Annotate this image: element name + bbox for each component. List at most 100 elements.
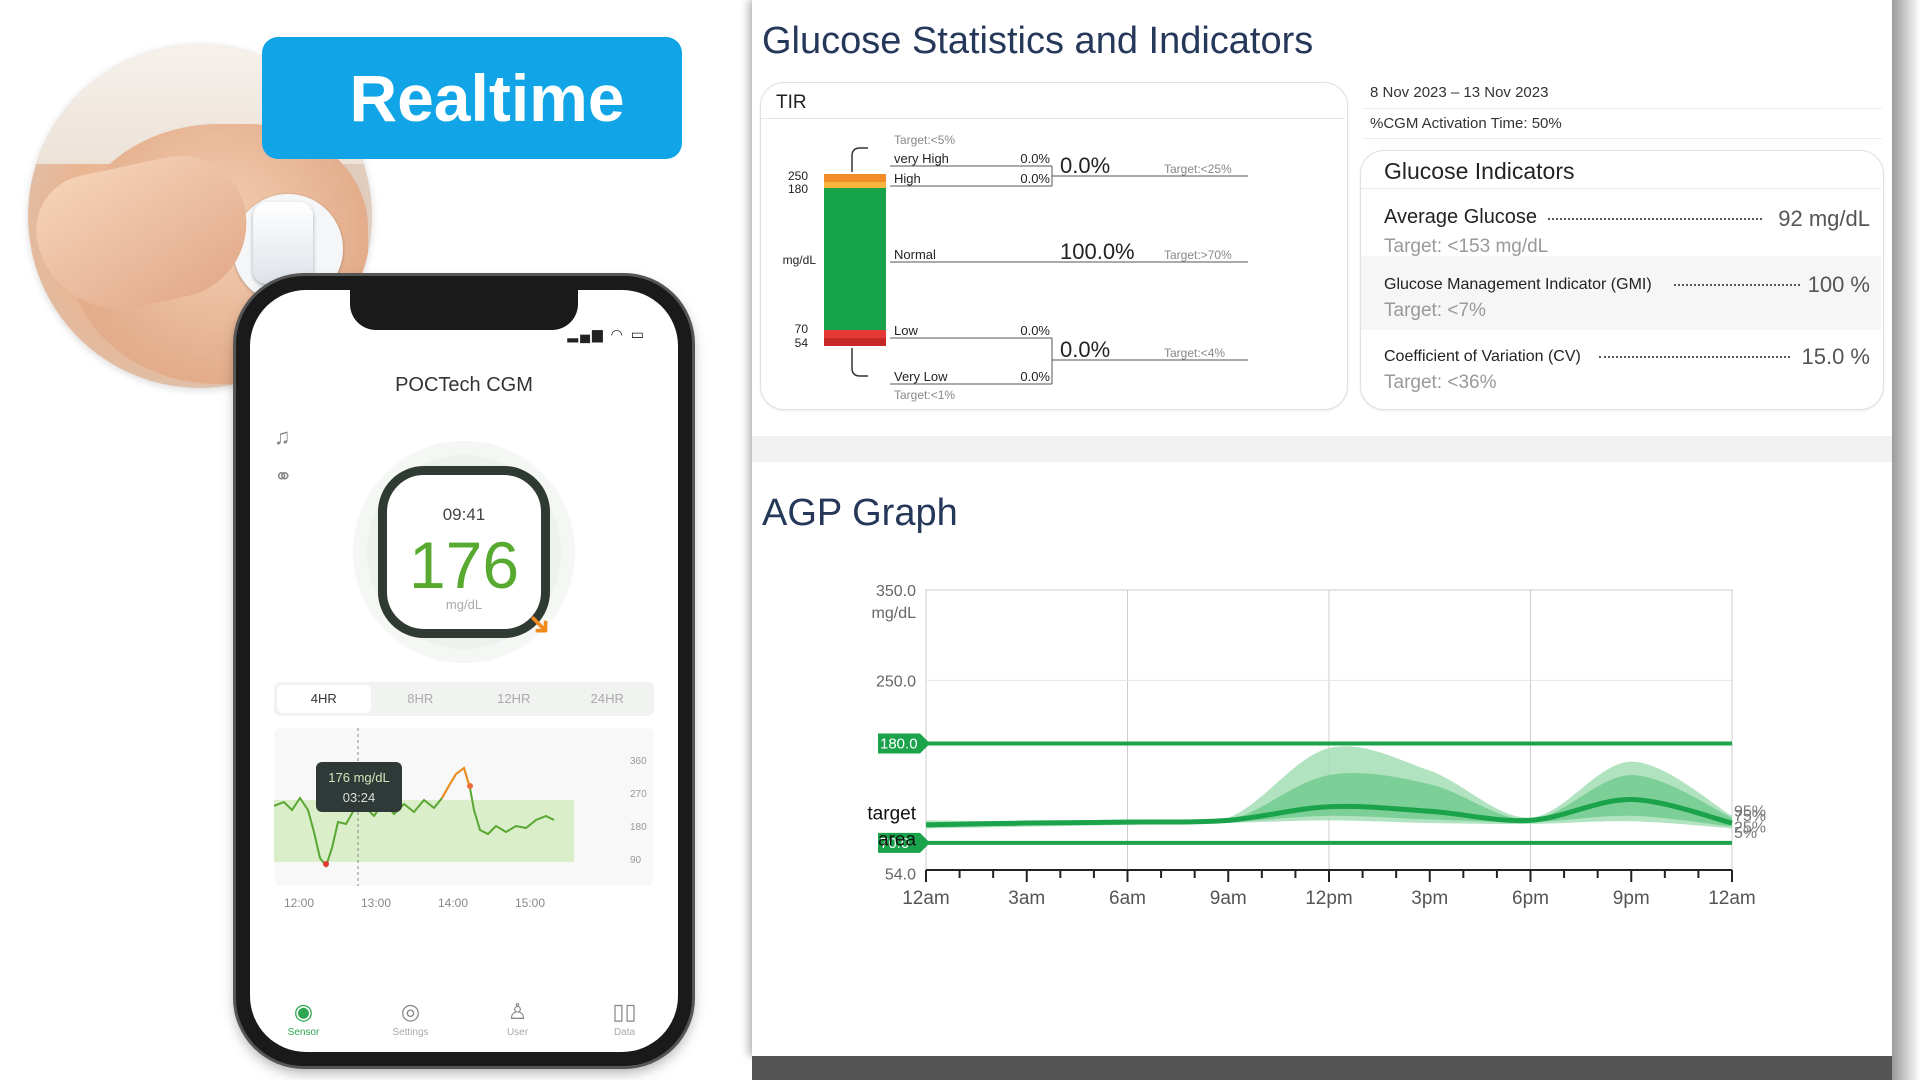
tir-scale-250: 250 bbox=[788, 169, 808, 183]
trend-line bbox=[273, 766, 555, 869]
nav-settings-label: Settings bbox=[392, 1027, 429, 1038]
agp-title: AGP Graph bbox=[762, 492, 958, 534]
data-icon: ▯▯ bbox=[612, 999, 637, 1024]
tooltip-value: 176 mg/dL bbox=[328, 770, 389, 785]
agp-grid bbox=[925, 589, 1733, 871]
alarm-bell-icon[interactable]: ♫ bbox=[274, 424, 291, 449]
tir-bar-low bbox=[824, 330, 886, 338]
section-separator bbox=[752, 436, 1892, 462]
indicator-label: Glucose Management Indicator (GMI) bbox=[1384, 276, 1652, 293]
tir-very-high-label: very High bbox=[894, 151, 949, 166]
tir-bracket-bottom bbox=[851, 348, 868, 377]
tir-very-low-target: Target:<1% bbox=[894, 388, 955, 402]
nav-settings[interactable]: ◎ Settings bbox=[371, 999, 451, 1038]
trend-point-high bbox=[467, 783, 473, 789]
nav-data-label: Data bbox=[613, 1027, 636, 1038]
agp-bands bbox=[925, 746, 1733, 829]
indicator-dots bbox=[1548, 218, 1762, 220]
trend-x-tick: 14:00 bbox=[438, 896, 469, 910]
trend-y-tick: 360 bbox=[630, 756, 647, 767]
trend-point-low bbox=[323, 861, 329, 867]
reading-time: 09:41 bbox=[442, 505, 486, 524]
report-right-shadow bbox=[1892, 0, 1920, 1080]
agp-target-area-label: target bbox=[867, 804, 916, 825]
agp-x-tick-label: 12am bbox=[1708, 888, 1756, 909]
agp-y-tick: 250.0 bbox=[876, 673, 916, 690]
indicator-value: 92 mg/dL bbox=[1778, 206, 1870, 231]
phone-screen: ▂▄▆ ◠ ▭ POCTech CGM ♫ ⚭ 09:41 176 mg/dL … bbox=[250, 290, 678, 1052]
tir-chart: 250 180 mg/dL 70 54 Target:<5% very High… bbox=[783, 133, 1248, 402]
indicator-row-highlight bbox=[1361, 256, 1881, 330]
trend-y-tick: 270 bbox=[630, 789, 647, 800]
tir-normal-pct: 100.0% bbox=[1060, 239, 1135, 264]
indicator-dots bbox=[1674, 284, 1800, 286]
photo-cgm-sensor bbox=[253, 202, 313, 284]
tir-very-high-pct: 0.0% bbox=[1020, 151, 1050, 166]
link-icon[interactable]: ⚭ bbox=[274, 464, 293, 489]
indicator-label: Average Glucose bbox=[1384, 206, 1538, 228]
tir-very-low-label: Very Low bbox=[894, 369, 948, 384]
trend-x-tick: 13:00 bbox=[361, 896, 392, 910]
agp-x-tick-label: 9am bbox=[1210, 888, 1247, 909]
tir-high-group-target: Target:<25% bbox=[1164, 162, 1232, 176]
indicator-label: Coefficient of Variation (CV) bbox=[1384, 348, 1581, 365]
tir-very-high-target: Target:<5% bbox=[894, 133, 955, 147]
nav-user[interactable]: ♙ User bbox=[478, 999, 558, 1038]
agp-percentile-label: 25% bbox=[1734, 820, 1766, 837]
settings-icon: ◎ bbox=[400, 999, 421, 1024]
tir-normal-label: Normal bbox=[894, 247, 936, 262]
indicator-cv: Coefficient of Variation (CV) 15.0 % Tar… bbox=[1384, 342, 1870, 398]
date-divider bbox=[1362, 108, 1882, 109]
indicator-gmi: Glucose Management Indicator (GMI) 100 %… bbox=[1384, 270, 1870, 326]
user-icon: ♙ bbox=[507, 999, 528, 1024]
agp-percentile-label: 75% bbox=[1734, 808, 1766, 825]
tir-card bbox=[760, 82, 1348, 410]
nav-sensor[interactable]: ◉ Sensor bbox=[264, 999, 344, 1038]
tir-low-label: Low bbox=[894, 323, 918, 338]
agp-x-tick-label: 6am bbox=[1109, 888, 1146, 909]
tir-bar-very-low bbox=[824, 338, 886, 346]
agp-x-tick-label: 9pm bbox=[1613, 888, 1650, 909]
trend-tooltip bbox=[316, 762, 402, 812]
indicator-value: 15.0 % bbox=[1801, 344, 1871, 369]
nav-data[interactable]: ▯▯ Data bbox=[585, 999, 665, 1038]
phone-notch bbox=[350, 290, 578, 330]
tir-unit: mg/dL bbox=[783, 253, 817, 267]
agp-x-axis: 12am 3am 6am 9am 12pm 3pm 6pm 9pm 12am bbox=[902, 869, 1756, 909]
status-bar-icons: ▂▄▆ ◠ ▭ bbox=[567, 326, 646, 342]
agp-x-tick-label: 12am bbox=[902, 888, 950, 909]
tir-high-group-pct: 0.0% bbox=[1060, 153, 1110, 178]
trend-chart[interactable]: 360 270 180 90 176 mg/dL 03:24 bbox=[273, 728, 654, 886]
indicator-dots bbox=[1599, 356, 1790, 358]
trend-chart-svg: 360 270 180 90 176 mg/dL 03:24 bbox=[273, 728, 647, 886]
tir-scale-70: 70 bbox=[795, 322, 809, 336]
trend-y-tick: 90 bbox=[630, 855, 642, 866]
tooltip-time: 03:24 bbox=[343, 790, 376, 805]
tir-high-pct: 0.0% bbox=[1020, 171, 1050, 186]
nav-user-label: User bbox=[506, 1027, 529, 1038]
agp-median-line bbox=[925, 797, 1733, 828]
tir-label: TIR bbox=[776, 92, 807, 113]
agp-percentile-labels: 95%75%25%5% bbox=[1734, 803, 1766, 842]
date-range: 8 Nov 2023 – 13 Nov 2023 bbox=[1370, 84, 1549, 101]
agp-x-tick-label: 6pm bbox=[1512, 888, 1549, 909]
agp-x-tick-label: 3pm bbox=[1411, 888, 1448, 909]
realtime-badge: Realtime bbox=[262, 37, 682, 159]
tab-24hr[interactable]: 24HR bbox=[590, 691, 624, 706]
tir-high-label: High bbox=[894, 171, 921, 186]
tir-low-group-target: Target:<4% bbox=[1164, 346, 1225, 360]
tir-normal-target: Target:>70% bbox=[1164, 248, 1232, 262]
indicators-header-divider bbox=[1361, 188, 1881, 189]
agp-band-25-75 bbox=[926, 772, 1732, 827]
indicators-title: Glucose Indicators bbox=[1384, 158, 1575, 184]
indicator-value: 100 % bbox=[1807, 272, 1870, 297]
indicator-average-glucose: Average Glucose 92 mg/dL Target: <153 mg… bbox=[1384, 204, 1870, 260]
agp-target-area-label: area bbox=[878, 830, 916, 851]
tir-bar-very-high bbox=[824, 174, 886, 182]
tab-4hr[interactable]: 4HR bbox=[277, 685, 371, 713]
agp-x-tick-label: 3am bbox=[1008, 888, 1045, 909]
tab-8hr[interactable]: 8HR bbox=[407, 691, 434, 706]
agp-chart: 180.0 70.0 350.0 mg/dL 250.0 54.0 target… bbox=[867, 583, 1766, 909]
trend-x-tick: 12:00 bbox=[284, 896, 315, 910]
tab-12hr[interactable]: 12HR bbox=[497, 691, 531, 706]
